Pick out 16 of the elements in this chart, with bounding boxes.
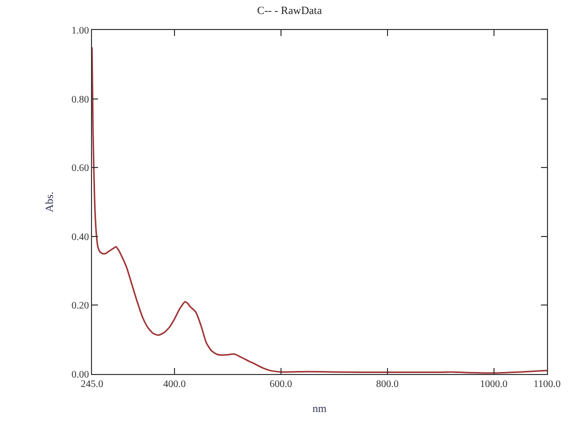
x-tick-label: 1000.0 [480, 379, 508, 390]
chart-title: C-- - RawData [257, 5, 322, 18]
x-axis-title: nm [312, 403, 327, 416]
line-series [92, 46, 547, 374]
x-tick-label: 800.0 [376, 379, 399, 390]
x-tick-label: 400.0 [163, 379, 186, 390]
x-tick-label: 1100.0 [533, 379, 561, 390]
y-tick-label: 0.00 [72, 370, 89, 380]
y-tick-label: 0.40 [72, 232, 89, 243]
x-tick-label: 600.0 [270, 379, 292, 390]
y-tick-label: 1.00 [72, 26, 89, 36]
y-tick-label: 0.20 [72, 300, 89, 312]
y-tick-label: 0.80 [72, 94, 89, 106]
y-tick-label: 0.60 [72, 163, 89, 174]
y-axis-title: Abs. [44, 192, 56, 212]
x-tick-label: 245.0 [80, 379, 104, 390]
